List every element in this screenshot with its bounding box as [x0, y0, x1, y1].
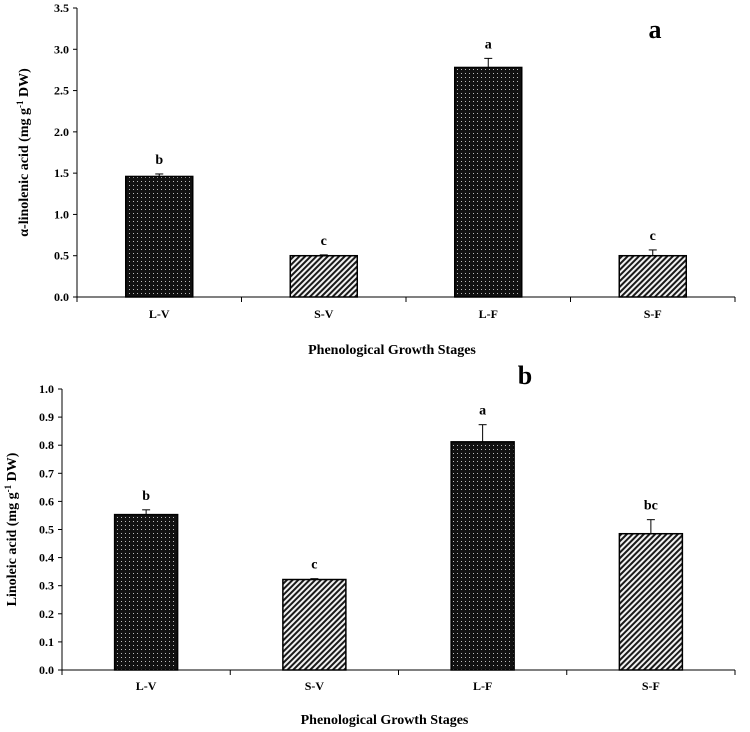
significance-label: b — [155, 153, 163, 168]
bar-s-f — [618, 254, 687, 298]
y-tick-label: 0.2 — [39, 607, 54, 621]
y-tick-label: 0.5 — [39, 523, 54, 537]
panel-label: a — [649, 15, 662, 44]
y-tick-label: 0.0 — [39, 663, 54, 677]
significance-label: c — [311, 558, 317, 573]
x-tick-label: S-F — [644, 307, 662, 321]
y-tick-label: 3.0 — [54, 42, 69, 56]
y-axis-title: Linoleic acid (mg g-1 DW) — [3, 452, 20, 606]
x-tick-label: L-F — [473, 679, 492, 693]
x-axis-title: Phenological Growth Stages — [308, 343, 476, 358]
bar-s-v — [282, 578, 347, 671]
x-tick-label: L-V — [149, 307, 170, 321]
y-tick-label: 0.1 — [39, 635, 54, 649]
x-tick-label: S-F — [642, 679, 660, 693]
y-tick-label: 2.5 — [54, 84, 69, 98]
significance-label: bc — [644, 499, 658, 514]
y-tick-label: 0.6 — [39, 494, 54, 508]
y-tick-label: 0.4 — [39, 551, 54, 565]
bar-l-f — [454, 66, 523, 298]
bar-s-f — [618, 532, 684, 671]
x-tick-label: S-V — [305, 679, 325, 693]
significance-label: c — [321, 234, 327, 249]
y-tick-label: 1.5 — [54, 166, 69, 180]
panel-label: b — [518, 361, 532, 390]
x-tick-label: S-V — [314, 307, 334, 321]
y-tick-label: 0.9 — [39, 410, 54, 424]
y-tick-label: 3.5 — [54, 1, 69, 15]
significance-label: c — [650, 229, 656, 244]
y-axis-title: α-linolenic acid (mg g-1 DW) — [15, 68, 32, 237]
significance-label: a — [485, 37, 492, 52]
y-tick-label: 0.8 — [39, 438, 54, 452]
chart-alpha-linolenic: 0.0 0.5 1.0 1.5 2.0 2.5 3.0 3.5 b L-V c S-V a L-F c S-F… — [15, 1, 736, 358]
y-tick-label: 0.5 — [54, 249, 69, 263]
y-tick-label: 1.0 — [54, 207, 69, 221]
bar-l-v — [125, 175, 194, 298]
y-tick-label: 0.7 — [39, 466, 54, 480]
y-tick-label: 2.0 — [54, 125, 69, 139]
chart-linoleic: 0.0 0.1 0.2 0.3 0.4 0.5 0.6 0.7 0.8 0.9 1.0 b L-V c S-… — [3, 361, 736, 728]
bar-l-f — [450, 441, 515, 671]
y-tick-label: 1.0 — [39, 382, 54, 396]
significance-label: b — [142, 489, 150, 504]
significance-label: a — [479, 404, 486, 419]
x-tick-label: L-V — [136, 679, 157, 693]
bar-s-v — [289, 254, 358, 298]
x-tick-label: L-F — [479, 307, 498, 321]
y-tick-label: 0.0 — [54, 290, 69, 304]
x-axis-title: Phenological Growth Stages — [301, 713, 469, 728]
y-tick-label: 0.3 — [39, 579, 54, 593]
bar-l-v — [113, 513, 179, 671]
